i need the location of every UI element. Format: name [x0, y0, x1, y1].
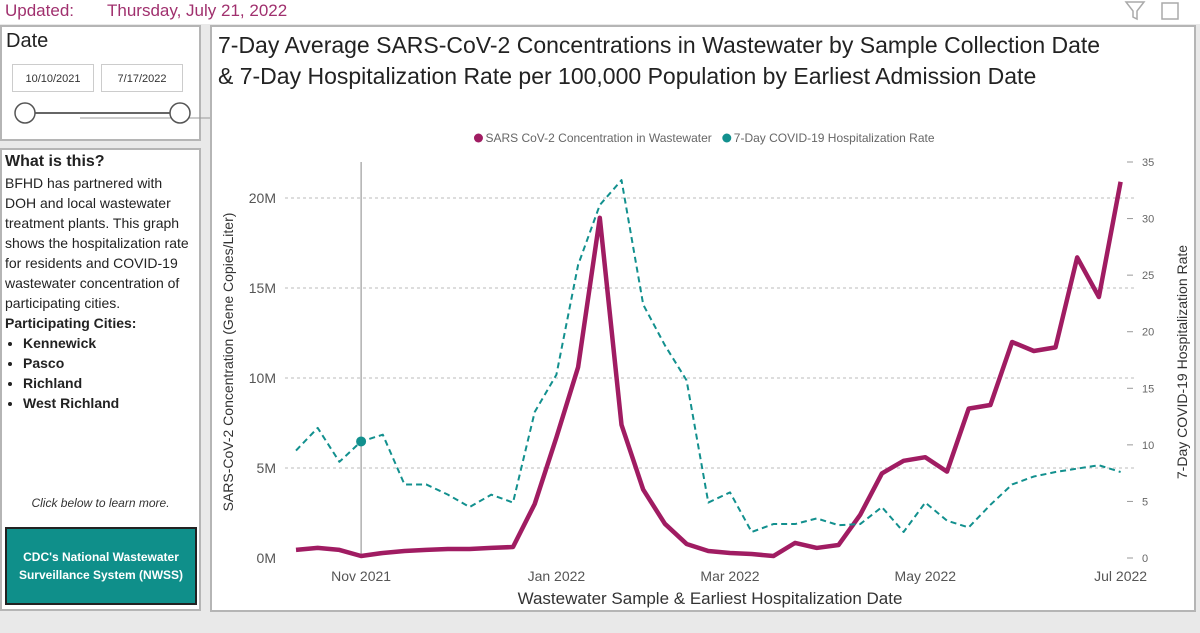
nwss-button[interactable]: CDC's National Wastewater Surveillance S… [5, 527, 197, 605]
city: Kennewick [23, 333, 190, 353]
legend-marker [722, 133, 732, 143]
y2-tick-label: 0 [1142, 553, 1148, 565]
x-tick-label: Jul 2022 [1094, 568, 1147, 584]
y-tick-label: 5M [257, 460, 276, 476]
x-tick-label: Nov 2021 [331, 568, 391, 584]
end-date[interactable]: 7/17/2022 [101, 64, 183, 92]
y2-tick-label: 25 [1142, 270, 1154, 282]
y-tick-label: 20M [249, 190, 276, 206]
legend-label: SARS CoV-2 Concentration in Wastewater [485, 131, 711, 145]
y-tick-label: 0M [257, 550, 276, 566]
city: West Richland [23, 393, 190, 413]
updated-date: Thursday, July 21, 2022 [107, 1, 288, 20]
info-title: What is this? [5, 153, 105, 170]
y-tick-label: 15M [249, 280, 276, 296]
cities-title: Participating Cities: [5, 315, 137, 331]
chart-title: 7-Day Average SARS-CoV-2 Concentrations … [218, 32, 1101, 89]
slider[interactable] [0, 95, 260, 135]
start-date[interactable]: 10/10/2021 [12, 64, 94, 92]
city-list: KennewickPascoRichlandWest Richland [5, 333, 190, 413]
y-axis-label: SARS-CoV-2 Concentration (Gene Copies/Li… [220, 213, 236, 512]
hover-marker [356, 436, 367, 447]
info-panel: What is this? BFHD has partnered with DO… [0, 148, 201, 611]
legend-label: 7-Day COVID-19 Hospitalization Rate [734, 131, 935, 145]
y2-tick-label: 30 [1142, 214, 1154, 226]
city: Pasco [23, 353, 190, 373]
info-note: Click below to learn more. [31, 496, 170, 510]
chart-panel [210, 25, 1196, 612]
date-slicer[interactable]: Date 10/10/2021 7/17/2022 [0, 25, 201, 141]
top-bar [0, 0, 1200, 24]
series-line [295, 179, 1121, 533]
visual-icons[interactable] [1120, 0, 1190, 22]
x-tick-label: Mar 2022 [700, 568, 759, 584]
info-text: BFHD has partnered with DOH and local wa… [5, 175, 189, 311]
series-line [295, 181, 1123, 559]
updated-label: Updated: [5, 1, 74, 20]
y2-tick-label: 15 [1142, 383, 1154, 395]
legend-marker [473, 133, 483, 143]
y2-tick-label: 10 [1142, 440, 1154, 452]
x-tick-label: May 2022 [895, 568, 957, 584]
x-tick-label: Jan 2022 [528, 568, 586, 584]
x-axis-label: Wastewater Sample & Earliest Hospitaliza… [518, 589, 903, 608]
y2-tick-label: 5 [1142, 496, 1148, 508]
y-tick-label: 10M [249, 370, 276, 386]
y2-tick-label: 35 [1142, 157, 1154, 169]
city: Richland [23, 373, 190, 393]
y2-tick-label: 20 [1142, 327, 1154, 339]
slicer-title: Date [6, 30, 49, 52]
y2-axis-label: 7-Day COVID-19 Hospitalization Rate [1174, 245, 1190, 479]
